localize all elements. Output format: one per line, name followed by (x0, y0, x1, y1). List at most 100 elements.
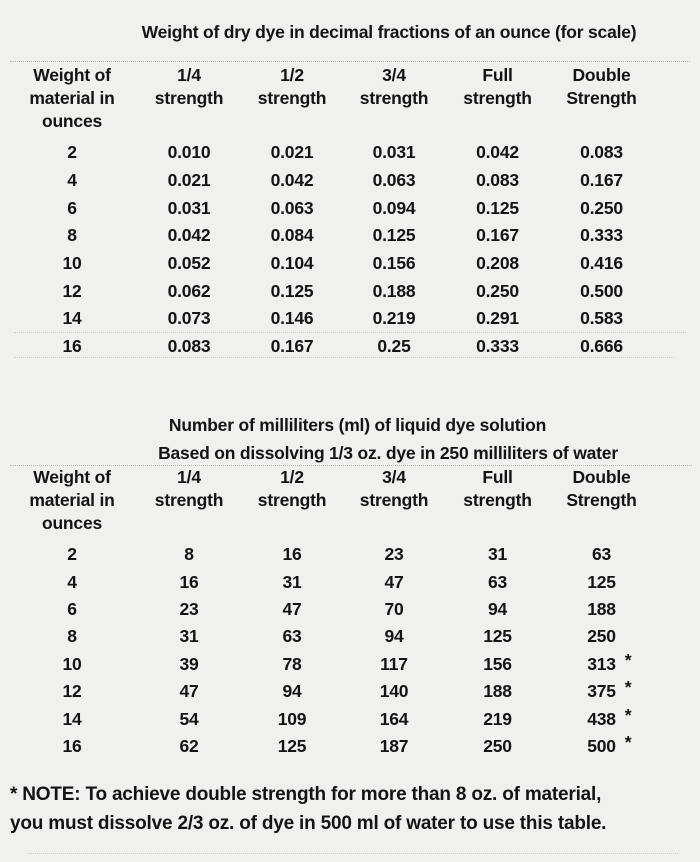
liquid-dye-table-subtitle: Based on dissolving 1/3 oz. dye in 250 m… (158, 443, 618, 463)
table-cell: 16 (282, 544, 302, 565)
dry-dye-table: Weight of material in ounces 1/4 strengt… (8, 64, 654, 361)
table-cell: 125 (277, 735, 307, 756)
row-weight-cell: 2 (67, 142, 77, 163)
row-weight-cell: 4 (67, 170, 77, 191)
table-cell: 47 (282, 598, 302, 619)
row-weight-cell: 6 (67, 197, 77, 218)
col-header-double-strength: Double Strength (566, 65, 637, 108)
table-row: 14 54 109 164 219 438 * (8, 705, 654, 732)
row-weight-cell: 10 (62, 253, 82, 274)
table-row: 12 47 94 140 188 375 * (8, 677, 654, 705)
table-cell: 0.167 (580, 170, 623, 191)
row-weight-cell: 14 (62, 708, 82, 729)
table-row: 4 16 31 47 63 125 (8, 568, 654, 595)
table-cell: 0.084 (270, 225, 314, 246)
table-cell: 0.052 (167, 253, 211, 274)
table-cell: 0.083 (580, 142, 623, 163)
table-cell: 313 * (587, 649, 632, 674)
table-cell: 140 (379, 681, 409, 702)
table-cell: 0.063 (372, 170, 416, 191)
double-strength-footnote: * NOTE: To achieve double strength for m… (10, 780, 690, 838)
table-cell: 23 (179, 598, 199, 619)
table-cell: 0.500 (580, 280, 623, 301)
table-cell: 0.104 (270, 253, 314, 274)
table-cell: 0.031 (372, 142, 416, 163)
double-strength-value: 375 (587, 681, 616, 702)
table-cell: 31 (179, 626, 199, 647)
table-cell: 0.333 (580, 225, 623, 246)
col-header-quarter-strength: 1/4 strength (154, 65, 224, 108)
double-strength-value: 188 (587, 598, 616, 619)
table-cell: 0.583 (580, 308, 623, 329)
table-cell: 0.010 (167, 142, 211, 163)
table-row: 16 0.083 0.167 0.25 0.333 0.666 (8, 333, 654, 361)
table-cell: 0.031 (167, 197, 211, 218)
table-cell: 70 (384, 598, 404, 619)
table-row: 8 31 63 94 125 250 (8, 623, 654, 650)
table-cell: 500 * (587, 731, 632, 756)
table-cell: 0.094 (372, 197, 416, 218)
table-cell: 0.042 (270, 170, 314, 191)
row-weight-cell: 6 (67, 598, 77, 619)
table-cell: 0.291 (476, 308, 519, 329)
table-cell: 0.146 (270, 308, 314, 329)
table-cell: 16 (179, 571, 199, 592)
table-row: 6 23 47 70 94 188 (8, 596, 654, 623)
table-cell: 0.062 (167, 280, 211, 301)
table-cell: 94 (384, 626, 404, 647)
table-cell: 31 (487, 544, 508, 565)
row-weight-cell: 8 (67, 626, 77, 647)
table-cell: 0.666 (580, 336, 623, 357)
col-header-weight: Weight of material in ounces (29, 467, 115, 533)
table-cell: 0.042 (476, 142, 519, 163)
table-cell: 0.156 (372, 253, 416, 274)
scan-artifact-line (14, 332, 686, 333)
double-strength-value: 63 (591, 544, 612, 565)
table-cell: 0.250 (476, 280, 519, 301)
liquid-dye-table-title: Number of milliliters (ml) of liquid dye… (168, 415, 547, 435)
row-weight-cell: 4 (67, 571, 77, 592)
table-cell: 47 (384, 571, 404, 592)
double-strength-value: 500 (587, 735, 616, 756)
double-strength-value: 250 (587, 626, 616, 647)
scan-artifact-line (14, 357, 674, 358)
table-cell: 0.167 (270, 336, 314, 357)
table-cell: 109 (277, 708, 307, 729)
table-header-row: Weight of material in ounces 1/4 strengt… (8, 64, 654, 139)
col-header-full-strength: Full strength (463, 467, 532, 510)
col-header-quarter-strength: 1/4 strength (154, 467, 224, 510)
col-header-half-strength: 1/2 strength (257, 65, 327, 108)
table-cell: 0.25 (377, 336, 411, 357)
table-cell: 188 (483, 681, 512, 702)
table-cell: 63 (549, 541, 654, 568)
table-cell: 250 (483, 735, 512, 756)
table-cell: 0.021 (270, 142, 314, 163)
table-cell: 0.167 (476, 225, 519, 246)
table-row: 6 0.031 0.063 0.094 0.125 0.250 (8, 194, 654, 222)
table-cell: 0.042 (167, 225, 211, 246)
double-strength-value: 313 (587, 653, 616, 674)
table-cell: 0.083 (476, 170, 519, 191)
table-cell: 125 (549, 568, 654, 595)
table-row: 2 0.010 0.021 0.031 0.042 0.083 (8, 139, 654, 167)
table-cell: 250 (549, 623, 654, 650)
row-weight-cell: 12 (62, 280, 82, 301)
table-cell: 164 (379, 708, 409, 729)
footnote-line-1: * NOTE: To achieve double strength for m… (10, 784, 602, 805)
table-row: 4 0.021 0.042 0.063 0.083 0.167 (8, 167, 654, 195)
table-row: 12 0.062 0.125 0.188 0.250 0.500 (8, 277, 654, 305)
table-row: 8 0.042 0.084 0.125 0.167 0.333 (8, 222, 654, 250)
row-weight-cell: 2 (67, 544, 77, 565)
table-cell: 0.021 (167, 170, 211, 191)
table-cell: 117 (380, 653, 408, 674)
table-header-row: Weight of material in ounces 1/4 strengt… (8, 466, 654, 541)
table-row: 16 62 125 187 250 500 * (8, 731, 654, 760)
table-cell: 54 (179, 708, 199, 729)
scan-artifact-line (10, 465, 692, 466)
table-cell: 219 (483, 708, 512, 729)
row-weight-cell: 8 (67, 225, 77, 246)
row-weight-cell: 14 (62, 308, 82, 329)
row-weight-cell: 16 (62, 336, 82, 357)
double-strength-value: 438 (587, 708, 616, 729)
table-cell: 0.083 (167, 336, 211, 357)
